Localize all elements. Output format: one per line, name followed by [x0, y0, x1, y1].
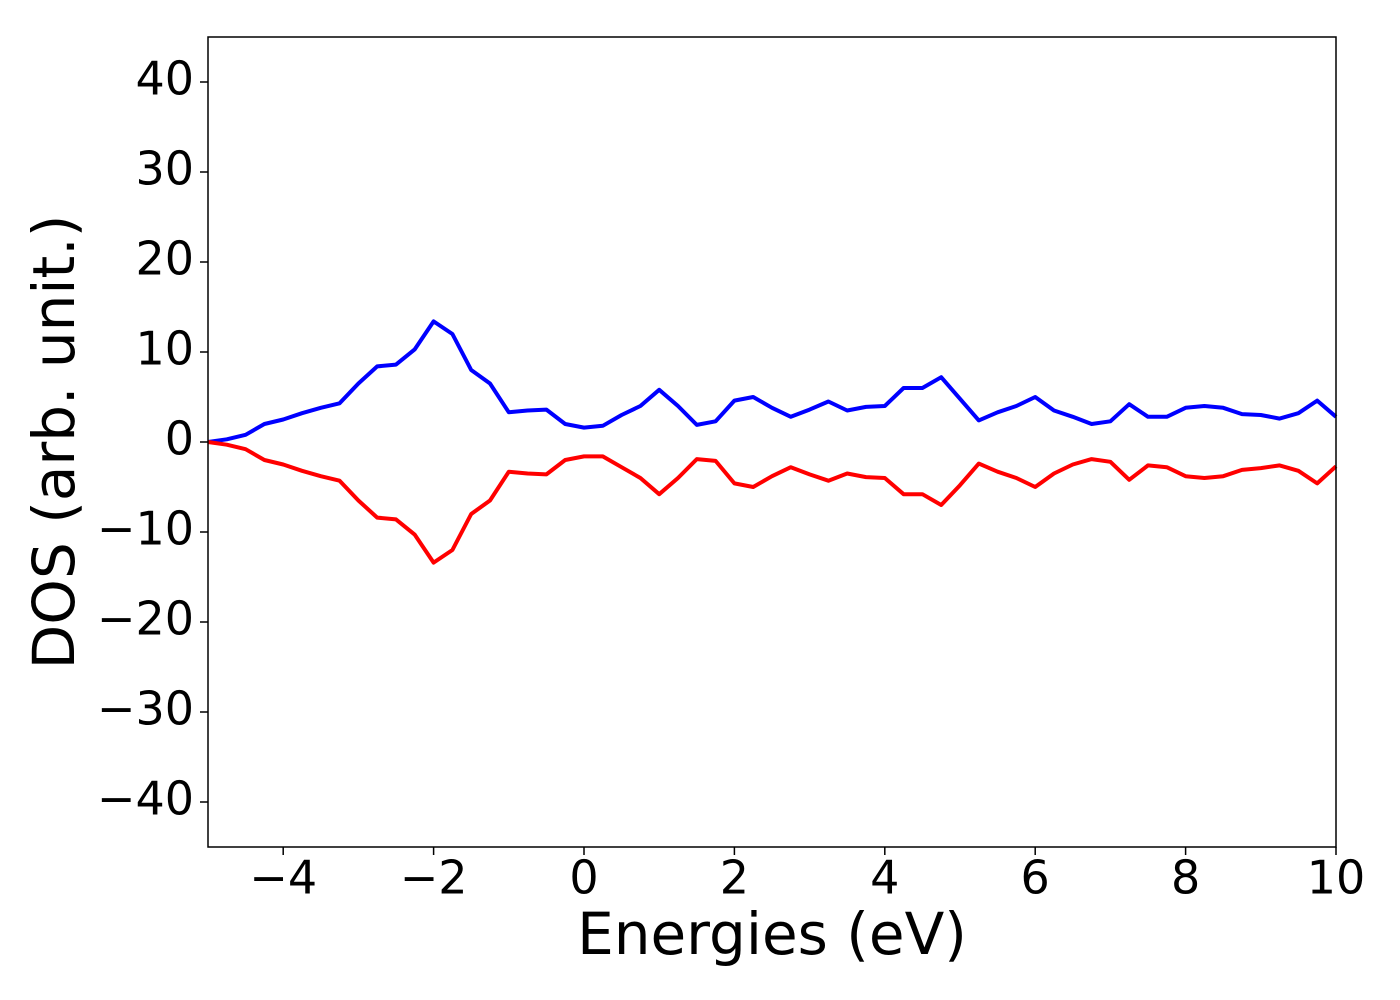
- y-tick-label: 0: [165, 412, 194, 466]
- y-tick-label: 30: [135, 142, 194, 196]
- y-tick-label: 10: [135, 322, 194, 376]
- x-tick-label: 6: [1021, 851, 1050, 905]
- x-tick-label: −4: [249, 851, 317, 905]
- x-tick-label: 4: [870, 851, 899, 905]
- x-tick-label: 10: [1307, 851, 1366, 905]
- line-series: [207, 440, 1338, 565]
- x-tick-label: 2: [720, 851, 749, 905]
- x-tick-label: 0: [569, 851, 598, 905]
- y-tick-label: −40: [97, 772, 194, 826]
- x-tick-label: −2: [400, 851, 468, 905]
- y-tick-label: 40: [135, 52, 194, 106]
- x-axis-label: Energies (eV): [577, 900, 967, 968]
- y-tick-label: −30: [97, 682, 194, 736]
- y-tick-label: 20: [135, 232, 194, 286]
- x-tick-label: 8: [1171, 851, 1200, 905]
- y-axis-label: DOS (arb. unit.): [20, 215, 88, 670]
- y-tick-label: −20: [97, 592, 194, 646]
- y-tick-label: −10: [97, 502, 194, 556]
- plot-frame: [207, 36, 1337, 848]
- line-series: [207, 319, 1338, 444]
